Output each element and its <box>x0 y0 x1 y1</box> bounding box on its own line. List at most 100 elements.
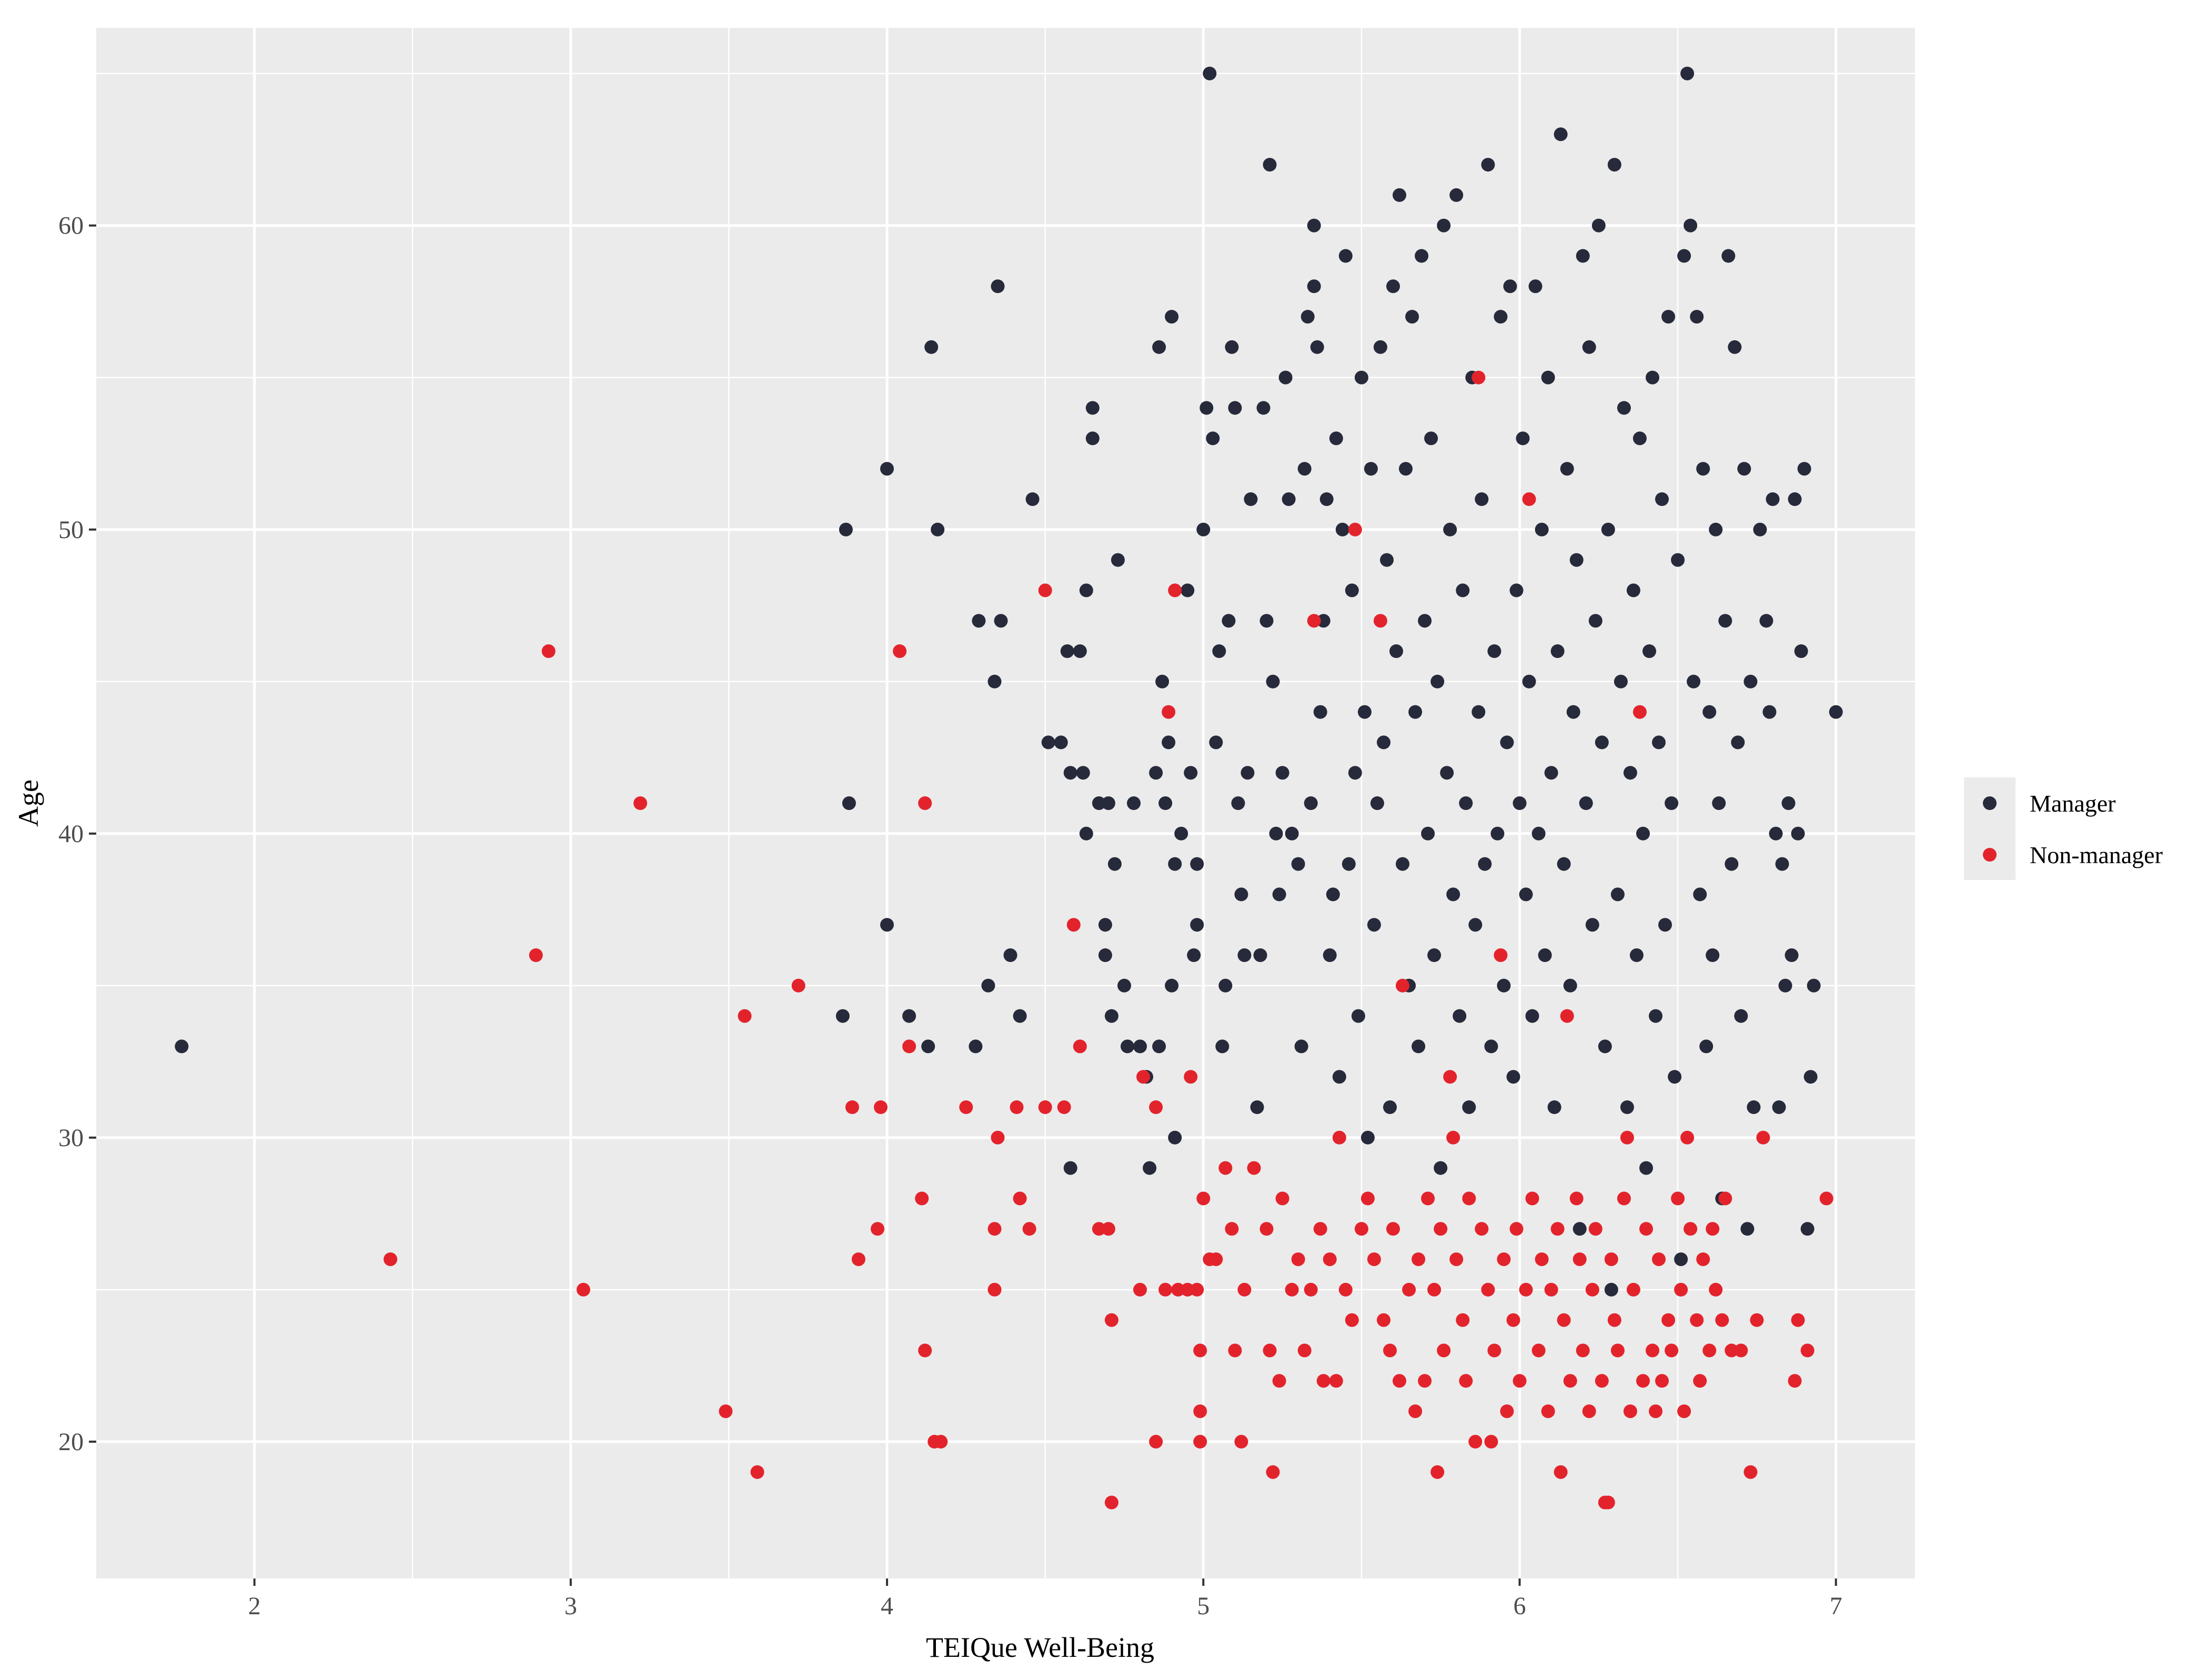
manager-point <box>1215 1039 1229 1054</box>
manager-point <box>1184 766 1198 780</box>
manager-point <box>1781 796 1796 810</box>
manager-point <box>1449 188 1464 202</box>
manager-point <box>1614 674 1628 689</box>
non-manager-point <box>1377 1313 1390 1327</box>
manager-point <box>1560 462 1574 476</box>
manager-point <box>1639 1161 1653 1175</box>
manager-point <box>1149 766 1163 780</box>
manager-point <box>1446 887 1460 902</box>
manager-point <box>1294 1039 1308 1054</box>
manager-point <box>1642 644 1656 658</box>
non-manager-point <box>541 644 556 658</box>
x-axis: 2 3 4 5 6 7 <box>248 1578 1842 1620</box>
non-manager-point <box>576 1282 590 1297</box>
non-manager-point <box>1665 1343 1679 1358</box>
manager-point <box>1285 826 1299 841</box>
manager-point <box>981 978 995 993</box>
manager-point <box>1610 887 1625 902</box>
manager-point <box>1357 705 1372 719</box>
non-manager-point <box>1313 1222 1327 1236</box>
y-tick-label: 30 <box>58 1124 84 1152</box>
non-manager-point <box>1285 1282 1299 1297</box>
manager-point <box>1478 857 1492 871</box>
non-manager-point <box>1446 1130 1460 1145</box>
manager-point <box>1275 766 1289 780</box>
non-manager-point <box>1338 1282 1353 1297</box>
non-manager-point <box>1247 1161 1261 1175</box>
manager-point <box>931 522 945 537</box>
non-manager-point <box>1259 1222 1274 1236</box>
non-manager-point <box>1456 1313 1470 1327</box>
manager-point <box>1013 1009 1027 1023</box>
non-manager-point <box>750 1465 764 1479</box>
non-manager-point <box>1427 1282 1442 1297</box>
non-manager-point <box>871 1222 884 1236</box>
manager-point <box>1709 522 1723 537</box>
manager-point <box>1690 310 1704 324</box>
x-tick-label: 3 <box>565 1592 577 1620</box>
manager-point <box>1351 1009 1365 1023</box>
manager-point <box>1718 614 1732 628</box>
manager-point <box>1661 310 1676 324</box>
manager-point <box>1152 1039 1166 1054</box>
non-manager-point <box>1696 1252 1710 1267</box>
manager-point <box>1740 1222 1755 1236</box>
manager-point <box>1127 796 1141 810</box>
non-manager-point <box>1149 1100 1163 1114</box>
non-manager-point <box>934 1434 948 1449</box>
manager-point <box>1772 1100 1786 1114</box>
manager-point <box>1335 522 1349 537</box>
manager-point <box>1364 462 1378 476</box>
non-manager-point <box>1715 1313 1729 1327</box>
non-manager-point <box>1484 1434 1498 1449</box>
non-manager-point <box>1393 1374 1406 1388</box>
non-manager-point <box>1171 1282 1185 1297</box>
manager-point <box>1319 492 1334 506</box>
manager-point <box>1310 340 1324 354</box>
manager-point <box>1766 492 1780 506</box>
manager-point <box>1582 340 1596 354</box>
manager-point <box>1054 735 1068 750</box>
non-manager-point <box>1674 1282 1688 1297</box>
manager-point <box>1747 1100 1761 1114</box>
manager-point <box>1241 766 1255 780</box>
manager-point <box>924 340 939 354</box>
manager-point <box>1143 1161 1157 1175</box>
manager-point <box>1531 826 1546 841</box>
legend-label-non-manager: Non-manager <box>2030 842 2163 868</box>
manager-point <box>1516 431 1530 446</box>
manager-point <box>1085 401 1100 415</box>
y-tick-label: 40 <box>58 820 84 848</box>
y-axis: 20 30 40 50 60 <box>58 212 96 1456</box>
non-manager-point <box>1525 1191 1539 1206</box>
manager-point <box>1617 401 1631 415</box>
non-manager-point <box>1228 1343 1242 1358</box>
non-manager-point <box>987 1222 1002 1236</box>
non-manager-point <box>918 796 932 810</box>
manager-point <box>1591 218 1606 232</box>
manager-point <box>1079 826 1093 841</box>
manager-point <box>1797 462 1811 476</box>
manager-point <box>1829 705 1843 719</box>
non-manager-point <box>633 796 648 810</box>
manager-point <box>1665 796 1679 810</box>
y-tick-label: 50 <box>58 516 84 544</box>
grid-major <box>96 28 1915 1578</box>
manager-point <box>1490 826 1505 841</box>
non-manager-point <box>1038 1100 1052 1114</box>
non-manager-point <box>1013 1191 1027 1206</box>
manager-point <box>1632 431 1647 446</box>
manager-point <box>1554 127 1568 141</box>
non-manager-point <box>1550 1222 1565 1236</box>
manager-point <box>1569 553 1584 567</box>
manager-point <box>1528 279 1543 294</box>
non-manager-point <box>1010 1100 1024 1114</box>
manager-point <box>1370 796 1384 810</box>
non-manager-point <box>1636 1374 1650 1388</box>
manager-point <box>1063 1161 1077 1175</box>
non-manager-point <box>1383 1343 1397 1358</box>
non-manager-point <box>1800 1343 1815 1358</box>
manager-point <box>1453 1009 1467 1023</box>
manager-point <box>1329 431 1343 446</box>
non-manager-point <box>1272 1374 1286 1388</box>
